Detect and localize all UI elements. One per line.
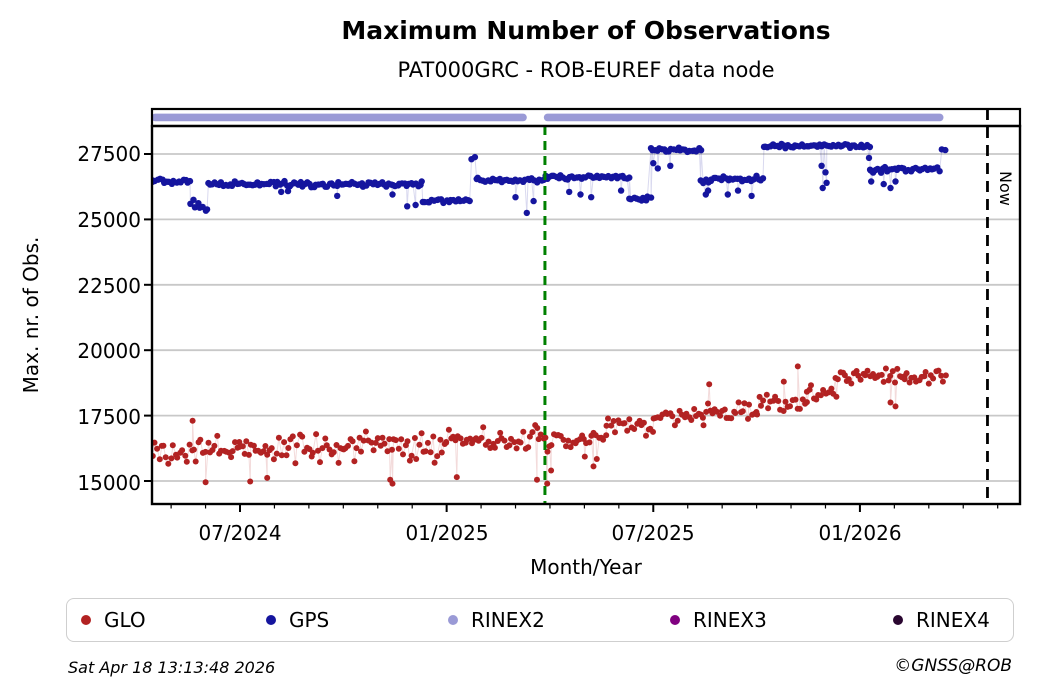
glo-points xyxy=(151,363,949,487)
legend-item-glo: GLO xyxy=(81,599,146,641)
chart-title: Maximum Number of Observations xyxy=(341,16,831,45)
chart-subtitle: PAT000GRC - ROB-EUREF data node xyxy=(397,58,775,82)
rinex3-marker-icon xyxy=(670,615,680,625)
legend-label-glo: GLO xyxy=(104,608,146,632)
rinex2-band xyxy=(151,113,944,122)
timestamp-text: Sat Apr 18 13:13:48 2026 xyxy=(68,658,276,677)
legend-item-rinex4: RINEX4 xyxy=(893,599,990,641)
rinex2-marker-icon xyxy=(448,615,458,625)
y-tick-label: 27500 xyxy=(77,142,141,166)
top-strip-frame xyxy=(150,107,1022,128)
x-tick-label: 01/2026 xyxy=(818,521,901,545)
legend-label-rinex4: RINEX4 xyxy=(916,608,990,632)
y-axis-label: Max. nr. of Obs. xyxy=(19,237,43,394)
legend-label-gps: GPS xyxy=(289,608,330,632)
scatter-points xyxy=(151,140,949,487)
glo-marker-icon xyxy=(81,615,91,625)
now-label: Now xyxy=(996,171,1015,206)
legend-label-rinex3: RINEX3 xyxy=(693,608,767,632)
legend: GLO GPS RINEX2 RINEX3 RINEX4 xyxy=(66,598,1014,642)
legend-label-rinex2: RINEX2 xyxy=(471,608,545,632)
credit-text: ©GNSS@ROB xyxy=(894,656,1012,676)
legend-item-rinex3: RINEX3 xyxy=(670,599,767,641)
y-tick-label: 15000 xyxy=(77,471,141,495)
rinex4-marker-icon xyxy=(893,615,903,625)
x-tick-label: 01/2025 xyxy=(405,521,488,545)
y-tick-label: 20000 xyxy=(77,339,141,363)
gps-marker-icon xyxy=(266,615,276,625)
x-tick-label: 07/2025 xyxy=(611,521,694,545)
legend-item-rinex2: RINEX2 xyxy=(448,599,545,641)
x-axis-label: Month/Year xyxy=(530,555,643,579)
gridlines xyxy=(152,153,1020,482)
plot-area: 27500 25000 22500 20000 17500 15000 07/2… xyxy=(19,107,1022,579)
y-tick-label: 22500 xyxy=(77,274,141,298)
y-tick-label: 17500 xyxy=(77,405,141,429)
gps-points xyxy=(151,140,949,217)
legend-item-gps: GPS xyxy=(266,599,329,641)
x-tick-label: 07/2024 xyxy=(198,521,281,545)
y-tick-label: 25000 xyxy=(77,208,141,232)
